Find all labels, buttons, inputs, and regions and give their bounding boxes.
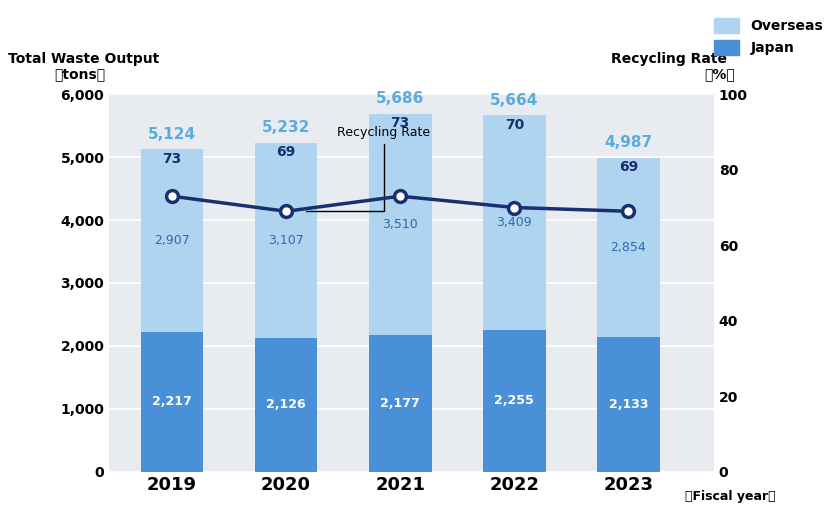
Text: 5,124: 5,124 <box>148 127 196 142</box>
Text: 4,987: 4,987 <box>604 136 653 150</box>
Text: 3,409: 3,409 <box>496 216 532 229</box>
Text: Total Waste Output: Total Waste Output <box>8 51 160 66</box>
Text: 3,510: 3,510 <box>382 218 418 231</box>
Text: （Fiscal year）: （Fiscal year） <box>685 490 776 503</box>
Text: Recycling Rate: Recycling Rate <box>611 51 727 66</box>
Bar <box>140 332 203 472</box>
Bar <box>597 158 659 337</box>
Text: 2,907: 2,907 <box>154 234 190 247</box>
Text: （tons）: （tons） <box>55 67 106 81</box>
Text: 5,686: 5,686 <box>376 92 424 106</box>
Bar <box>255 338 318 472</box>
Text: 5,232: 5,232 <box>262 120 310 135</box>
Text: 2,217: 2,217 <box>152 396 192 408</box>
Text: Recycling Rate: Recycling Rate <box>306 126 431 211</box>
Text: 2,255: 2,255 <box>495 394 534 407</box>
Bar <box>255 143 318 338</box>
Text: 73: 73 <box>162 152 181 166</box>
Bar <box>140 149 203 332</box>
Text: 3,107: 3,107 <box>268 234 304 247</box>
Text: 73: 73 <box>391 116 410 130</box>
Text: 2,177: 2,177 <box>381 397 420 410</box>
Text: 2,854: 2,854 <box>611 241 646 254</box>
Bar <box>369 335 432 472</box>
Bar <box>597 337 659 472</box>
Text: 2,133: 2,133 <box>609 398 648 411</box>
Text: 69: 69 <box>276 145 296 159</box>
Text: 70: 70 <box>505 118 524 132</box>
Text: （%）: （%） <box>704 67 735 81</box>
Text: 5,664: 5,664 <box>490 93 538 108</box>
Bar <box>483 330 546 472</box>
Bar <box>369 114 432 335</box>
Legend: Overseas, Japan: Overseas, Japan <box>709 12 829 61</box>
Text: 69: 69 <box>619 160 638 174</box>
Text: 2,126: 2,126 <box>266 398 306 411</box>
Bar <box>483 115 546 330</box>
